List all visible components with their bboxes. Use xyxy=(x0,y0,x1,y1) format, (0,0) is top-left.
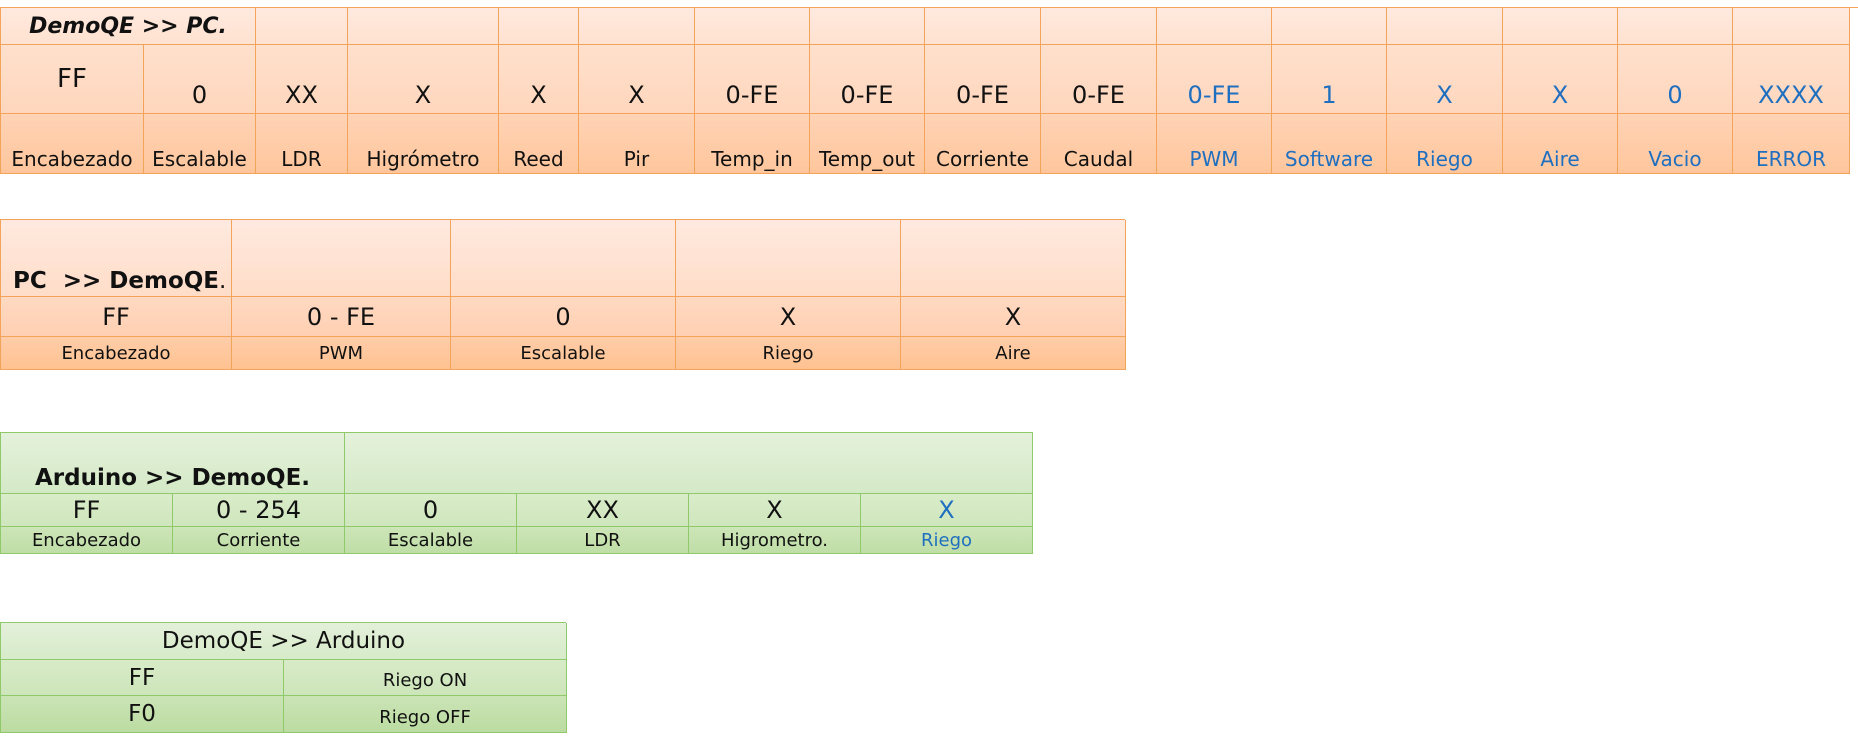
demoqe-to-pc-table: DemoQE >> PC. FF 0 XX X X X 0-FE 0-FE 0-… xyxy=(0,7,1858,174)
header-empty-cell xyxy=(810,8,925,45)
label-cell: Higrómetro xyxy=(348,114,499,174)
arduino-to-demoqe-title: Arduino >> DemoQE. xyxy=(1,433,345,494)
label-cell: Aire xyxy=(901,337,1126,370)
label-cell: Temp_out xyxy=(810,114,925,174)
value-cell: 0 xyxy=(144,45,256,114)
label-cell: PWM xyxy=(232,337,451,370)
value-cell: FF xyxy=(1,45,144,114)
action-cell: Riego ON xyxy=(284,660,567,696)
value-cell: 0-FE xyxy=(1041,45,1157,114)
label-cell: Riego xyxy=(861,527,1033,554)
value-cell: X xyxy=(689,494,861,527)
header-empty-cell xyxy=(232,220,451,297)
label-cell: Escalable xyxy=(345,527,517,554)
value-cell: FF xyxy=(1,494,173,527)
label-cell: Encabezado xyxy=(1,337,232,370)
code-cell: F0 xyxy=(1,696,284,733)
demoqe-to-pc-title: DemoQE >> PC. xyxy=(1,8,256,45)
label-cell: Escalable xyxy=(144,114,256,174)
pc-to-demoqe-title-suffix: . xyxy=(219,268,227,294)
value-cell: 0-FE xyxy=(1157,45,1272,114)
pc-to-demoqe-title-cell: PC >> DemoQE. xyxy=(1,220,232,297)
header-empty-cell xyxy=(925,8,1041,45)
value-cell: 0-FE xyxy=(810,45,925,114)
label-cell: Vacio xyxy=(1618,114,1733,174)
header-empty-cell xyxy=(1618,8,1733,45)
value-cell: 0-FE xyxy=(695,45,810,114)
label-cell: Temp_in xyxy=(695,114,810,174)
demoqe-to-arduino-table: DemoQE >> Arduino FF Riego ON F0 Riego O… xyxy=(0,622,567,733)
label-cell: Encabezado xyxy=(1,114,144,174)
label-cell: Aire xyxy=(1503,114,1618,174)
label-cell: Corriente xyxy=(173,527,345,554)
label-cell: Escalable xyxy=(451,337,676,370)
label-cell: PWM xyxy=(1157,114,1272,174)
pc-to-demoqe-title: PC >> DemoQE xyxy=(13,268,220,294)
value-cell: 0 xyxy=(1618,45,1733,114)
value-cell: 0-FE xyxy=(925,45,1041,114)
value-cell: 0 - FE xyxy=(232,297,451,337)
label-cell: Encabezado xyxy=(1,527,173,554)
demoqe-to-arduino-title: DemoQE >> Arduino xyxy=(1,623,567,660)
value-cell: FF xyxy=(1,297,232,337)
value-cell: X xyxy=(499,45,579,114)
arduino-to-demoqe-table: Arduino >> DemoQE. FF 0 - 254 0 XX X X E… xyxy=(0,432,1033,554)
value-cell: X xyxy=(1387,45,1503,114)
header-empty-cell xyxy=(256,8,348,45)
value-cell: X xyxy=(579,45,695,114)
label-cell: Pir xyxy=(579,114,695,174)
header-empty-cell xyxy=(695,8,810,45)
value-cell: 0 xyxy=(451,297,676,337)
header-empty-cell xyxy=(676,220,901,297)
header-empty-cell xyxy=(1387,8,1503,45)
value-cell: X xyxy=(676,297,901,337)
header-empty-cell xyxy=(451,220,676,297)
header-empty-cell xyxy=(1157,8,1272,45)
value-cell: XX xyxy=(517,494,689,527)
label-cell: Reed xyxy=(499,114,579,174)
pc-to-demoqe-table: PC >> DemoQE. FF 0 - FE 0 X X Encabezado… xyxy=(0,219,1126,370)
header-empty-cell xyxy=(348,8,499,45)
value-cell: XX xyxy=(256,45,348,114)
value-cell: X xyxy=(861,494,1033,527)
value-cell: XXXX xyxy=(1733,45,1850,114)
header-empty-cell xyxy=(1503,8,1618,45)
value-cell: X xyxy=(1503,45,1618,114)
value-cell: 1 xyxy=(1272,45,1387,114)
label-cell: Riego xyxy=(1387,114,1503,174)
value-cell: 0 - 254 xyxy=(173,494,345,527)
label-cell: Higrometro. xyxy=(689,527,861,554)
header-empty-cell xyxy=(1041,8,1157,45)
label-cell: LDR xyxy=(256,114,348,174)
header-empty-cell xyxy=(579,8,695,45)
header-empty-cell xyxy=(901,220,1126,297)
label-cell: Corriente xyxy=(925,114,1041,174)
label-cell: ERROR xyxy=(1733,114,1850,174)
action-cell: Riego OFF xyxy=(284,696,567,733)
label-cell: Riego xyxy=(676,337,901,370)
label-cell: Software xyxy=(1272,114,1387,174)
label-cell: LDR xyxy=(517,527,689,554)
value-cell: X xyxy=(348,45,499,114)
code-cell: FF xyxy=(1,660,284,696)
header-empty-cell xyxy=(1733,8,1850,45)
header-empty-cell xyxy=(1272,8,1387,45)
header-empty-cell xyxy=(499,8,579,45)
value-cell: 0 xyxy=(345,494,517,527)
header-empty-cell xyxy=(345,433,1033,494)
value-cell: X xyxy=(901,297,1126,337)
label-cell: Caudal xyxy=(1041,114,1157,174)
